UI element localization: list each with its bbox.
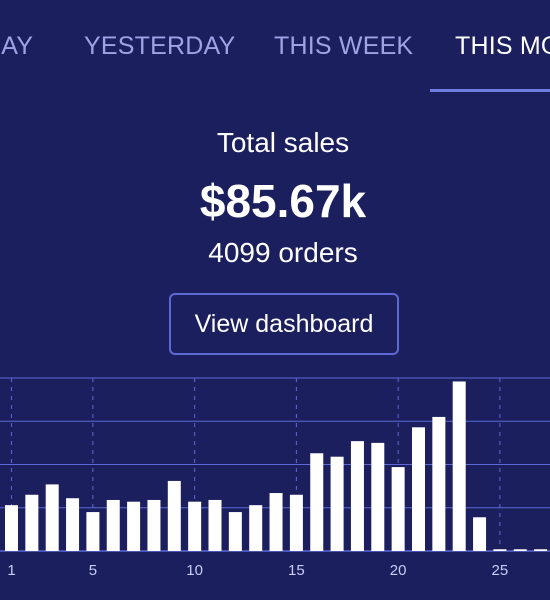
- chart-bar-day-3: [45, 484, 59, 551]
- chart-bar-day-12: [228, 512, 242, 551]
- tab-this-week[interactable]: THIS WEEK: [274, 32, 414, 60]
- chart-bar-day-22: [432, 416, 446, 551]
- chart-bar-day-19: [371, 442, 385, 551]
- chart-bar-day-25: [493, 549, 507, 551]
- chart-bar-day-26: [513, 549, 527, 551]
- chart-bar-day-18: [350, 441, 364, 551]
- chart-bar-day-11: [208, 499, 222, 551]
- chart-bar-day-1: [5, 505, 18, 551]
- x-tick-label: 10: [186, 562, 203, 579]
- x-tick-label: 20: [390, 562, 407, 579]
- chart-bar-day-24: [473, 517, 487, 551]
- chart-bar-day-6: [106, 499, 120, 551]
- active-tab-indicator: [430, 89, 550, 92]
- chart-bar-day-17: [330, 456, 344, 551]
- sales-bar-chart: 1 5 10 15 20 25: [0, 370, 550, 600]
- chart-bar-day-13: [249, 505, 263, 551]
- tab-this-month[interactable]: THIS MO: [455, 32, 550, 60]
- chart-bar-day-8: [147, 499, 161, 551]
- tab-today[interactable]: DAY: [0, 32, 34, 60]
- chart-bar-day-27: [534, 549, 548, 551]
- total-sales-amount: $85.67k: [199, 175, 367, 227]
- chart-bar-day-23: [452, 381, 466, 551]
- chart-bar-day-21: [412, 427, 425, 551]
- x-tick-label: 15: [288, 562, 305, 579]
- chart-bar-day-14: [269, 493, 283, 551]
- view-dashboard-button[interactable]: View dashboard: [169, 293, 399, 355]
- chart-bar-day-16: [310, 453, 324, 551]
- chart-bar-day-20: [391, 467, 405, 551]
- chart-bar-day-5: [86, 512, 100, 551]
- chart-bar-day-9: [167, 480, 181, 551]
- chart-bar-day-4: [66, 498, 80, 551]
- x-tick-label: 25: [492, 562, 509, 579]
- orders-count: 4099 orders: [208, 237, 358, 268]
- chart-bar-day-7: [127, 501, 141, 551]
- sales-chart-svg: 1 5 10 15 20 25: [0, 377, 550, 579]
- chart-bar-day-2: [25, 494, 39, 551]
- tab-yesterday[interactable]: YESTERDAY: [84, 32, 236, 60]
- summary-title: Total sales: [216, 127, 350, 158]
- x-tick-label: 5: [89, 562, 97, 579]
- chart-bar-day-10: [188, 501, 202, 551]
- chart-bar-day-15: [289, 494, 303, 551]
- x-tick-label: 1: [7, 562, 15, 579]
- period-tabs: DAY YESTERDAY THIS WEEK THIS MO: [0, 0, 550, 94]
